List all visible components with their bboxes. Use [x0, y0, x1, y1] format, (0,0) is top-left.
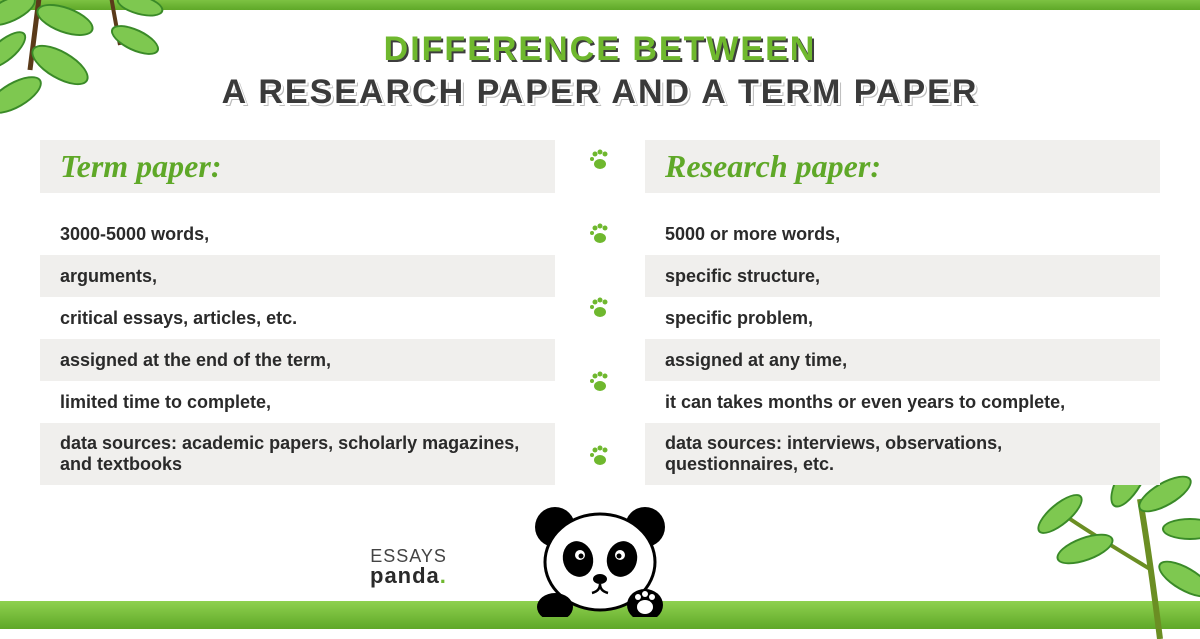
list-item: critical essays, articles, etc.	[40, 297, 555, 339]
page-title: DIFFERENCE BETWEEN A RESEARCH PAPER AND …	[0, 30, 1200, 112]
research-paper-column: Research paper: 5000 or more words, spec…	[585, 140, 1160, 485]
panda-mascot-icon	[510, 497, 690, 617]
paw-icon	[588, 296, 612, 320]
title-line-1: DIFFERENCE BETWEEN	[0, 30, 1200, 69]
list-item: it can takes months or even years to com…	[645, 381, 1160, 423]
list-item: data sources: interviews, observations, …	[645, 423, 1160, 485]
paw-icon	[588, 148, 612, 172]
list-item: data sources: academic papers, scholarly…	[40, 423, 555, 485]
research-paper-title: Research paper:	[645, 140, 1160, 193]
paw-icon	[588, 370, 612, 394]
list-item: assigned at any time,	[645, 339, 1160, 381]
list-item: 5000 or more words,	[645, 213, 1160, 255]
title-line-2: A RESEARCH PAPER AND A TERM PAPER	[0, 73, 1200, 112]
list-item: specific structure,	[645, 255, 1160, 297]
logo-line-2: panda.	[370, 563, 447, 589]
top-accent-bar	[0, 0, 1200, 10]
term-paper-title: Term paper:	[40, 140, 555, 193]
paw-icon	[588, 222, 612, 246]
center-divider	[580, 148, 620, 542]
list-item: specific problem,	[645, 297, 1160, 339]
list-item: 3000-5000 words,	[40, 213, 555, 255]
paw-icon	[588, 444, 612, 468]
list-item: limited time to complete,	[40, 381, 555, 423]
brand-logo: ESSAYS panda.	[370, 546, 447, 589]
term-paper-column: Term paper: 3000-5000 words, arguments, …	[40, 140, 585, 485]
list-item: assigned at the end of the term,	[40, 339, 555, 381]
list-item: arguments,	[40, 255, 555, 297]
